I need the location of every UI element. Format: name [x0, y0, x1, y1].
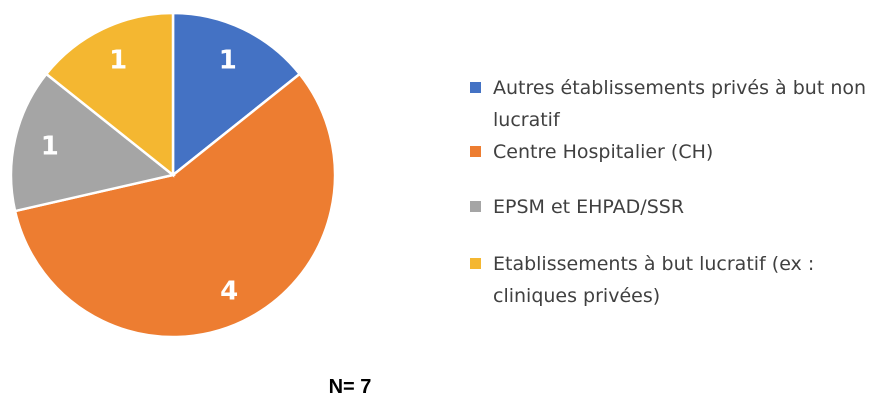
legend-label: Centre Hospitalier (CH): [493, 141, 714, 163]
legend-swatch: [470, 82, 481, 93]
legend-label: Etablissements à but lucratif (ex : clin…: [493, 253, 815, 307]
legend-swatch: [470, 146, 481, 157]
legend-swatch: [470, 258, 481, 269]
data-label: 1: [109, 46, 127, 76]
legend-swatch: [470, 201, 481, 212]
legend-label: Autres établissements privés à but non l…: [493, 77, 867, 131]
legend-label: EPSM et EHPAD/SSR: [493, 196, 685, 218]
legend-entry: Centre Hospitalier (CH): [470, 136, 876, 168]
pie-slice: [9, 72, 176, 213]
pie-slice: [13, 72, 337, 339]
legend-entry: Etablissements à but lucratif (ex : clin…: [470, 248, 876, 312]
data-label: 4: [220, 276, 238, 306]
pie-slice: [44, 11, 175, 178]
data-label: 1: [41, 131, 59, 161]
data-label: 1: [219, 46, 237, 76]
annotation: N= 7: [328, 376, 372, 398]
legend-entry: Autres établissements privés à but non l…: [470, 72, 876, 136]
legend-entry: EPSM et EHPAD/SSR: [470, 191, 876, 223]
pie-slice: [171, 11, 302, 178]
